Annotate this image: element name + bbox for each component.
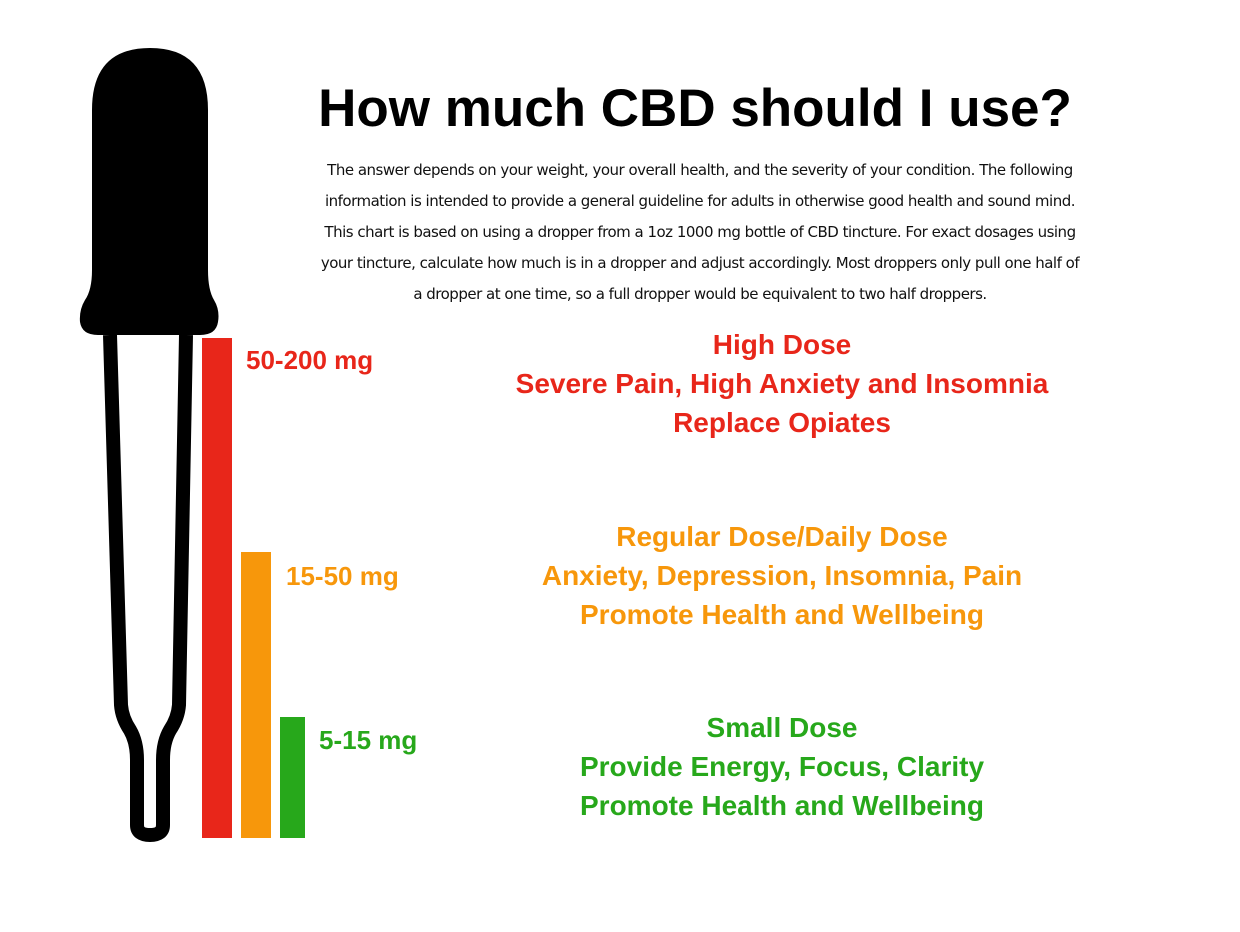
page-title: How much CBD should I use? xyxy=(318,79,1072,138)
intro-line: This chart is based on using a dropper f… xyxy=(324,223,1076,241)
dose-uses: Severe Pain, High Anxiety and Insomnia xyxy=(515,368,1049,399)
dose-regular: Regular Dose/Daily Dose Anxiety, Depress… xyxy=(480,517,1084,634)
intro-paragraph: The answer depends on your weight, your … xyxy=(280,155,1120,310)
dose-heading: Regular Dose/Daily Dose xyxy=(616,521,948,552)
dose-uses: Provide Energy, Focus, Clarity xyxy=(579,751,985,782)
dose-high: High Dose Severe Pain, High Anxiety and … xyxy=(480,325,1084,442)
dose-uses: Promote Health and Wellbeing xyxy=(580,599,984,630)
dose-heading: Small Dose xyxy=(706,712,858,743)
bar-regular xyxy=(241,552,271,838)
dose-uses: Replace Opiates xyxy=(673,407,891,438)
bar-small xyxy=(280,717,305,838)
range-label-high: 50-200 mg xyxy=(246,345,374,375)
dropper-tube xyxy=(103,334,193,842)
range-label-small: 5-15 mg xyxy=(319,725,418,755)
range-label-regular: 15-50 mg xyxy=(286,561,399,591)
dose-small: Small Dose Provide Energy, Focus, Clarit… xyxy=(480,708,1084,825)
intro-line: information is intended to provide a gen… xyxy=(324,192,1076,210)
intro-line: a dropper at one time, so a full dropper… xyxy=(413,285,987,303)
bar-high xyxy=(202,338,232,838)
intro-line: The answer depends on your weight, your … xyxy=(327,161,1073,179)
dose-heading: High Dose xyxy=(712,329,852,360)
dose-uses: Anxiety, Depression, Insomnia, Pain xyxy=(541,560,1023,591)
dose-uses: Promote Health and Wellbeing xyxy=(580,790,984,821)
intro-line: your tincture, calculate how much is in … xyxy=(320,254,1080,272)
dropper-bulb xyxy=(79,48,219,335)
